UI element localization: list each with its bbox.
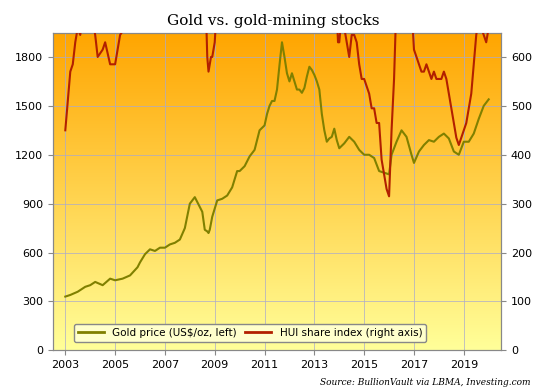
Text: Source: BullionVault via LBMA, Investing.com: Source: BullionVault via LBMA, Investing… [320,378,531,387]
Text: Gold vs. gold-mining stocks: Gold vs. gold-mining stocks [167,14,380,28]
Legend: Gold price (US$/oz, left), HUI share index (right axis): Gold price (US$/oz, left), HUI share ind… [74,324,427,342]
